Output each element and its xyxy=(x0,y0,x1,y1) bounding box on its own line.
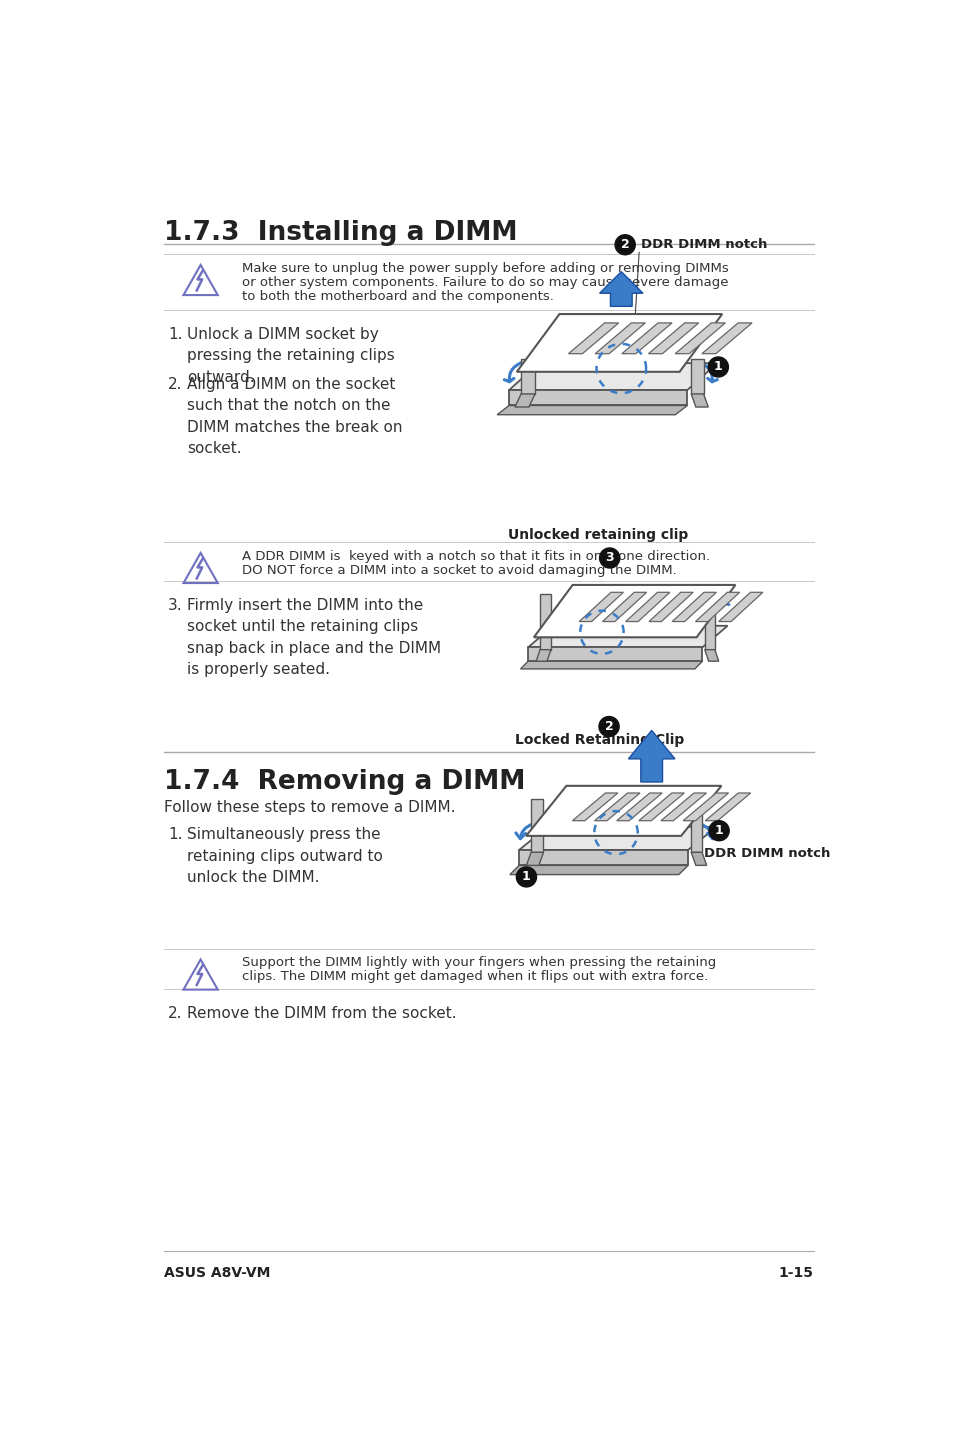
Polygon shape xyxy=(701,324,751,354)
Text: Locked Retaining Clip: Locked Retaining Clip xyxy=(515,733,683,748)
Polygon shape xyxy=(672,592,716,621)
Polygon shape xyxy=(704,792,750,821)
Text: Unlocked retaining clip: Unlocked retaining clip xyxy=(508,528,688,542)
Circle shape xyxy=(599,548,619,568)
Polygon shape xyxy=(602,592,646,621)
Polygon shape xyxy=(695,592,739,621)
Text: 1.: 1. xyxy=(168,827,182,843)
Text: 3.: 3. xyxy=(168,598,183,613)
Polygon shape xyxy=(578,592,622,621)
Polygon shape xyxy=(594,792,639,821)
Polygon shape xyxy=(531,800,543,853)
Polygon shape xyxy=(691,360,703,394)
Polygon shape xyxy=(625,592,669,621)
Polygon shape xyxy=(682,792,728,821)
Polygon shape xyxy=(509,390,686,406)
Polygon shape xyxy=(536,650,550,661)
Circle shape xyxy=(516,867,536,887)
Text: 2: 2 xyxy=(620,239,629,252)
Polygon shape xyxy=(616,792,661,821)
Polygon shape xyxy=(718,592,762,621)
Polygon shape xyxy=(704,597,714,650)
Text: 1: 1 xyxy=(713,361,722,374)
Circle shape xyxy=(598,716,618,736)
Polygon shape xyxy=(528,626,727,647)
Text: 2: 2 xyxy=(604,720,613,733)
Text: 2.: 2. xyxy=(168,1005,182,1021)
Polygon shape xyxy=(704,650,718,661)
Polygon shape xyxy=(497,406,686,414)
Text: DDR DIMM notch: DDR DIMM notch xyxy=(640,239,766,252)
Text: Follow these steps to remove a DIMM.: Follow these steps to remove a DIMM. xyxy=(164,800,456,815)
Text: DDR DIMM notch: DDR DIMM notch xyxy=(703,847,829,860)
Polygon shape xyxy=(691,800,701,853)
Polygon shape xyxy=(595,324,644,354)
Polygon shape xyxy=(628,731,674,782)
Text: DO NOT force a DIMM into a socket to avoid damaging the DIMM.: DO NOT force a DIMM into a socket to avo… xyxy=(241,564,676,577)
Polygon shape xyxy=(509,364,717,390)
Polygon shape xyxy=(520,661,701,669)
Text: Align a DIMM on the socket
such that the notch on the
DIMM matches the break on
: Align a DIMM on the socket such that the… xyxy=(187,377,402,456)
Text: 1-15: 1-15 xyxy=(778,1265,813,1280)
Polygon shape xyxy=(599,272,642,306)
Polygon shape xyxy=(639,792,683,821)
Polygon shape xyxy=(660,792,705,821)
Polygon shape xyxy=(518,827,716,850)
Polygon shape xyxy=(539,594,550,650)
Text: 1.7.4  Removing a DIMM: 1.7.4 Removing a DIMM xyxy=(164,769,525,795)
Text: 3: 3 xyxy=(605,552,614,565)
Polygon shape xyxy=(621,324,671,354)
Polygon shape xyxy=(691,394,707,407)
Circle shape xyxy=(615,234,635,255)
Polygon shape xyxy=(675,324,724,354)
Text: 2.: 2. xyxy=(168,377,182,391)
Text: Simultaneously press the
retaining clips outward to
unlock the DIMM.: Simultaneously press the retaining clips… xyxy=(187,827,383,886)
Polygon shape xyxy=(525,785,720,835)
Text: 1.7.3  Installing a DIMM: 1.7.3 Installing a DIMM xyxy=(164,220,517,246)
Polygon shape xyxy=(509,866,687,874)
Text: or other system components. Failure to do so may cause severe damage: or other system components. Failure to d… xyxy=(241,276,727,289)
Text: Support the DIMM lightly with your fingers when pressing the retaining: Support the DIMM lightly with your finge… xyxy=(241,956,715,969)
Polygon shape xyxy=(528,647,701,661)
Circle shape xyxy=(707,357,728,377)
Polygon shape xyxy=(568,324,618,354)
Text: ASUS A8V-VM: ASUS A8V-VM xyxy=(164,1265,271,1280)
Text: 1: 1 xyxy=(521,870,530,883)
Text: A DDR DIMM is  keyed with a notch so that it fits in only one direction.: A DDR DIMM is keyed with a notch so that… xyxy=(241,549,709,562)
Text: Remove the DIMM from the socket.: Remove the DIMM from the socket. xyxy=(187,1005,456,1021)
Polygon shape xyxy=(648,592,693,621)
Polygon shape xyxy=(517,313,721,372)
Polygon shape xyxy=(572,792,618,821)
Text: 1.: 1. xyxy=(168,326,182,342)
Circle shape xyxy=(708,821,728,841)
Polygon shape xyxy=(515,394,535,407)
Polygon shape xyxy=(520,360,535,394)
Text: to both the motherboard and the components.: to both the motherboard and the componen… xyxy=(241,289,553,302)
Text: 1: 1 xyxy=(714,824,722,837)
Polygon shape xyxy=(648,324,698,354)
Polygon shape xyxy=(518,850,687,866)
Polygon shape xyxy=(691,853,706,866)
Polygon shape xyxy=(526,853,543,866)
Text: Make sure to unplug the power supply before adding or removing DIMMs: Make sure to unplug the power supply bef… xyxy=(241,262,728,275)
Text: clips. The DIMM might get damaged when it flips out with extra force.: clips. The DIMM might get damaged when i… xyxy=(241,971,707,984)
Text: Firmly insert the DIMM into the
socket until the retaining clips
snap back in pl: Firmly insert the DIMM into the socket u… xyxy=(187,598,441,677)
Polygon shape xyxy=(534,585,735,637)
Text: Unlock a DIMM socket by
pressing the retaining clips
outward.: Unlock a DIMM socket by pressing the ret… xyxy=(187,326,395,385)
